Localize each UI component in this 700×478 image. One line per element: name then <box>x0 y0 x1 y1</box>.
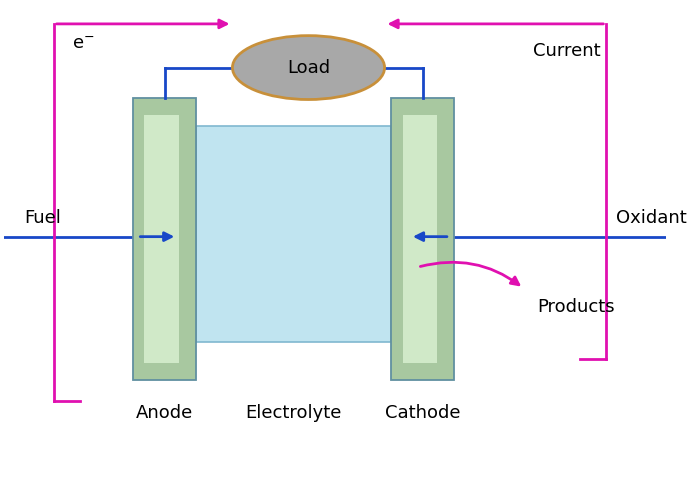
Text: e$^{-}$: e$^{-}$ <box>72 35 94 53</box>
Text: Cathode: Cathode <box>385 404 461 422</box>
FancyBboxPatch shape <box>133 98 196 380</box>
FancyBboxPatch shape <box>196 126 391 342</box>
Ellipse shape <box>232 36 384 99</box>
Text: Current: Current <box>533 42 601 60</box>
FancyBboxPatch shape <box>391 98 454 380</box>
Text: Products: Products <box>537 298 615 316</box>
FancyBboxPatch shape <box>144 115 179 363</box>
Text: Anode: Anode <box>136 404 193 422</box>
Text: Load: Load <box>287 59 330 76</box>
Text: Fuel: Fuel <box>24 209 61 227</box>
Text: Oxidant: Oxidant <box>616 209 687 227</box>
Text: Electrolyte: Electrolyte <box>246 404 342 422</box>
FancyBboxPatch shape <box>402 115 437 363</box>
